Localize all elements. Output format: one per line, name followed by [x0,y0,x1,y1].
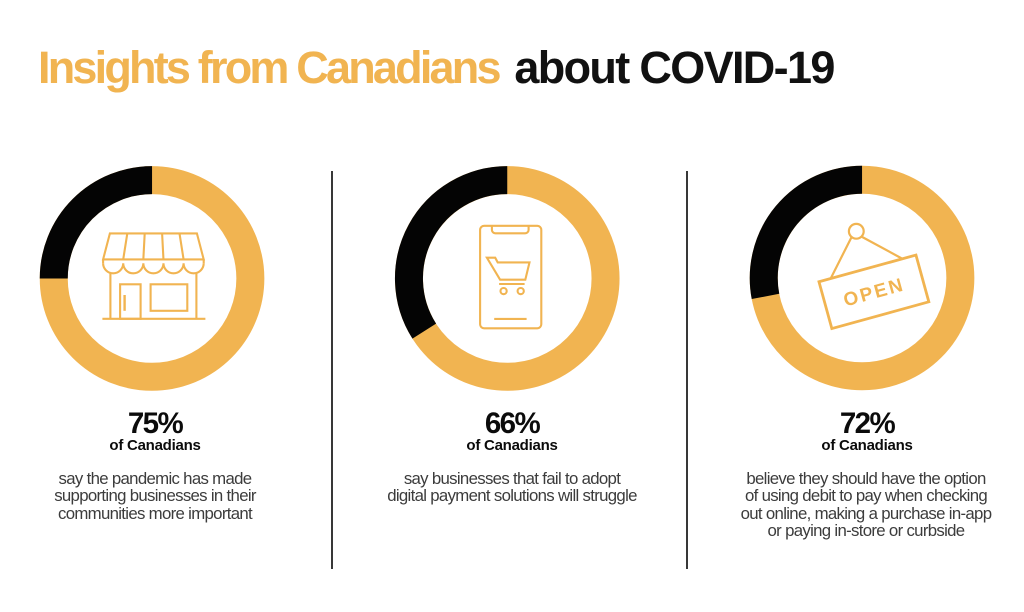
svg-text:OPEN: OPEN [841,275,907,312]
